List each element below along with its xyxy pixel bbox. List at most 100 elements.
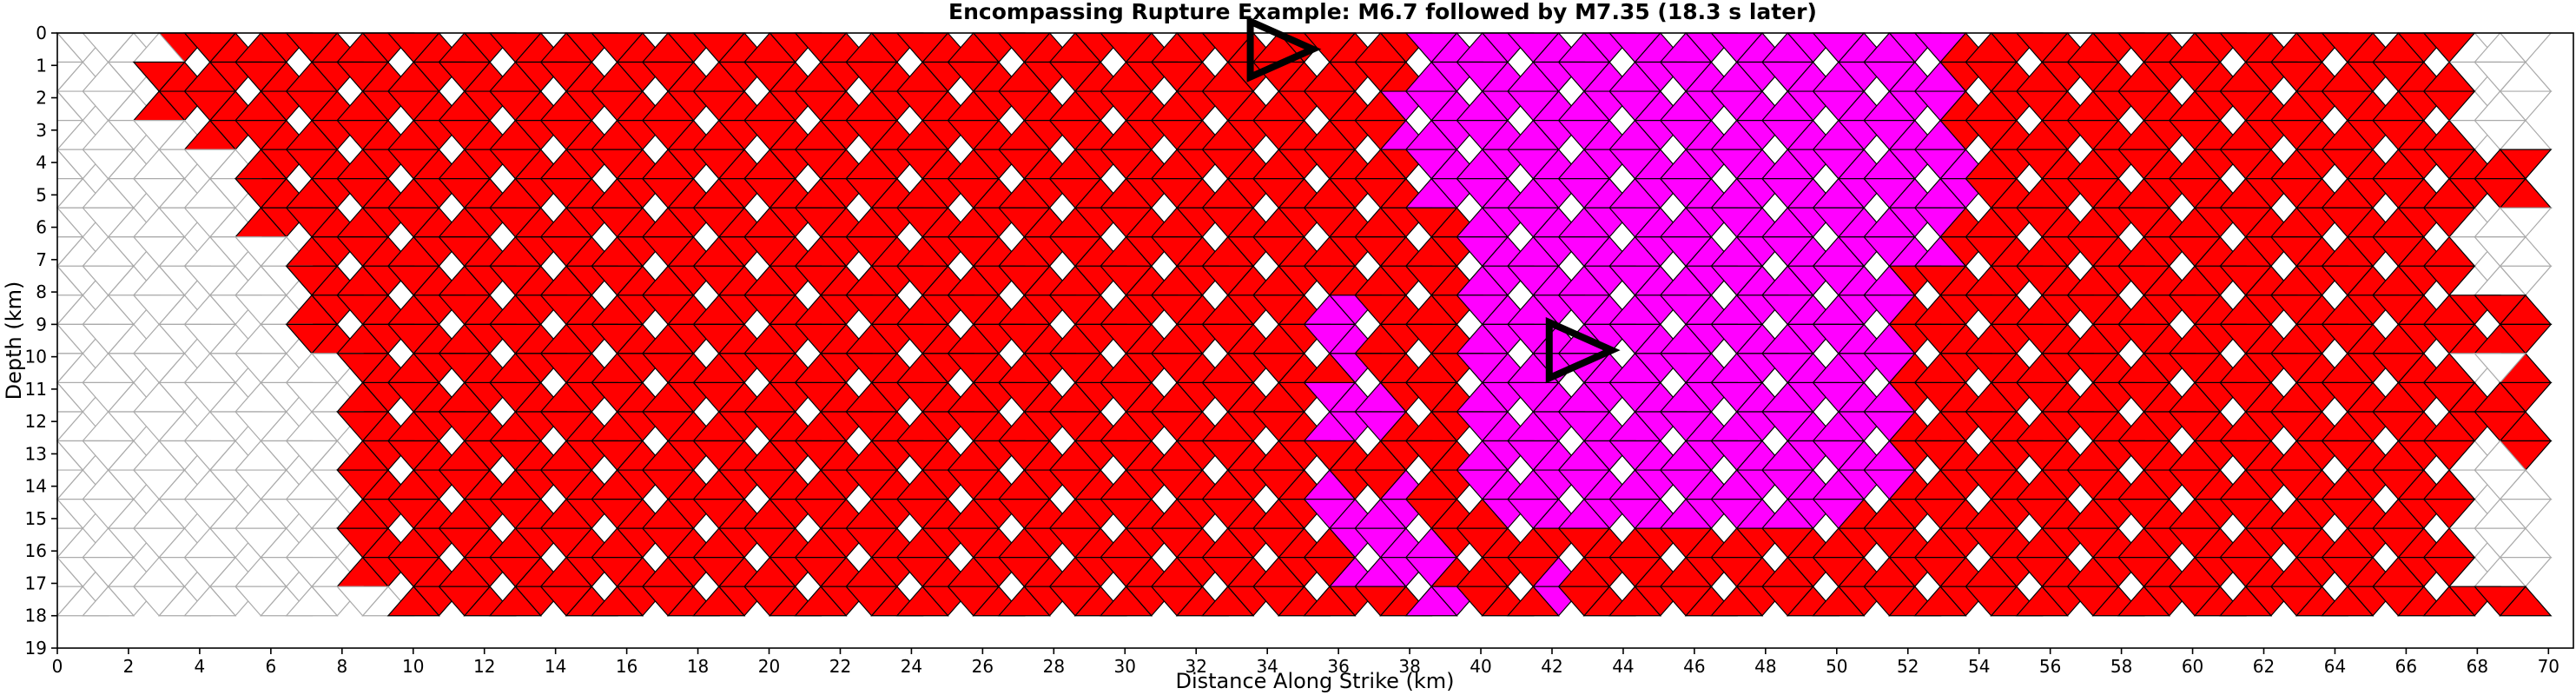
x-tick-label: 12 (473, 656, 495, 677)
mesh-cell-m67 (947, 295, 1001, 326)
mesh-cell-m67 (2321, 90, 2375, 122)
mesh-cell-m67 (386, 498, 440, 530)
mesh-cell-m67 (1150, 178, 1204, 209)
mesh-cell-m735 (1506, 149, 1560, 180)
mesh-cell-m67 (2269, 61, 2323, 92)
x-tick-label: 66 (2395, 656, 2417, 677)
mesh-cell-m67 (794, 149, 848, 180)
mesh-cell-m67 (1048, 353, 1102, 384)
mesh-cell-m67 (1252, 527, 1305, 559)
mesh-cell-m67 (1913, 323, 1967, 354)
mesh-cell-m67 (1965, 295, 2018, 326)
mesh-cell-m67 (1099, 265, 1153, 296)
mesh-cell-m67 (2015, 265, 2069, 296)
mesh-cell-m67 (1353, 236, 1408, 268)
mesh-cell-m67 (2371, 527, 2426, 559)
mesh-cell-m67 (2168, 120, 2222, 151)
mesh-cell-m67 (1099, 381, 1153, 413)
mesh-cell-m67 (2371, 469, 2426, 500)
mesh-cell-unruptured (81, 207, 135, 238)
mesh-cell-m67 (234, 120, 288, 151)
mesh-cell-m735 (1608, 207, 1662, 238)
y-tick-label: 3 (36, 120, 47, 141)
mesh-cell-m67 (692, 265, 746, 296)
mesh-cell-m735 (1557, 178, 1611, 209)
x-tick-label: 54 (1968, 656, 1990, 677)
mesh-cell-m67 (1303, 440, 1357, 471)
mesh-cell-m735 (1812, 323, 1866, 354)
mesh-cell-m67 (285, 265, 339, 296)
y-tick-label: 12 (25, 411, 47, 432)
mesh-cell-m67 (947, 353, 1001, 384)
mesh-cell-m67 (2473, 295, 2527, 326)
mesh-cell-m67 (2321, 498, 2375, 530)
mesh-cell-m67 (947, 61, 1001, 92)
x-tick-label: 62 (2253, 656, 2275, 677)
mesh-cell-unruptured (81, 265, 135, 296)
mesh-cell-m67 (1201, 557, 1255, 588)
mesh-cell-m67 (895, 265, 949, 296)
x-tick-label: 42 (1541, 656, 1562, 677)
mesh-cell-m67 (386, 323, 440, 354)
mesh-cell-m67 (2066, 61, 2120, 92)
mesh-cell-m67 (997, 207, 1051, 238)
mesh-cell-m67 (2422, 440, 2476, 471)
mesh-cell-m67 (1456, 527, 1509, 559)
mesh-cell-m67 (2015, 90, 2069, 122)
mesh-cell-m67 (743, 527, 796, 559)
mesh-cell-unruptured (234, 353, 288, 384)
mesh-cell-m67 (1150, 120, 1204, 151)
mesh-cell-m67 (539, 353, 593, 384)
mesh-cell-m67 (539, 236, 593, 268)
y-tick-label: 13 (25, 443, 47, 464)
mesh-cell-m67 (285, 90, 339, 122)
mesh-cell-m67 (1659, 586, 1713, 617)
mesh-cell-m67 (947, 120, 1001, 151)
mesh-cell-m735 (1659, 178, 1713, 209)
mesh-cell-m67 (488, 498, 542, 530)
mesh-cell-m67 (438, 295, 492, 326)
mesh-cell-m735 (1862, 120, 1917, 151)
mesh-cell-m67 (539, 61, 593, 92)
mesh-cell-m67 (1965, 61, 2018, 92)
mesh-cell-m67 (692, 440, 746, 471)
mesh-cell-m67 (2066, 527, 2120, 559)
mesh-cell-m67 (2117, 586, 2171, 617)
mesh-cell-m67 (1303, 149, 1357, 180)
mesh-cell-m735 (1710, 440, 1764, 471)
mesh-cell-unruptured (132, 411, 186, 442)
mesh-cell-m67 (2015, 557, 2069, 588)
mesh-cell-m67 (692, 323, 746, 354)
mesh-cell-m67 (590, 498, 644, 530)
mesh-cell-m67 (1965, 236, 2018, 268)
mesh-cell-m735 (1710, 381, 1764, 413)
mesh-cell-m67 (743, 178, 796, 209)
mesh-cell-unruptured (132, 295, 186, 326)
mesh-cell-m67 (997, 323, 1051, 354)
mesh-cell-m67 (488, 323, 542, 354)
mesh-cell-m67 (947, 236, 1001, 268)
mesh-cell-unruptured (132, 120, 186, 151)
mesh-cell-m67 (2218, 498, 2273, 530)
mesh-cell-m67 (692, 557, 746, 588)
x-tick-label: 32 (1186, 656, 1207, 677)
hypocenter-marker (1246, 16, 1322, 83)
mesh-cell-m67 (2321, 323, 2375, 354)
mesh-cell-m67 (1201, 381, 1255, 413)
mesh-cell-m67 (2321, 440, 2375, 471)
mesh-cell-m67 (2321, 265, 2375, 296)
mesh-cell-m67 (1048, 120, 1102, 151)
mesh-cell-m67 (844, 178, 899, 209)
mesh-cell-m67 (997, 265, 1051, 296)
mesh-cell-m67 (1404, 381, 1458, 413)
mesh-cell-m67 (1353, 120, 1408, 151)
mesh-cell-m67 (2168, 236, 2222, 268)
mesh-cell-m67 (844, 353, 899, 384)
mesh-cell-m67 (2117, 149, 2171, 180)
mesh-cell-m735 (1812, 265, 1866, 296)
mesh-cell-m67 (844, 236, 899, 268)
mesh-cell-m67 (1048, 178, 1102, 209)
x-tick-label: 4 (195, 656, 206, 677)
mesh-cell-m67 (488, 381, 542, 413)
mesh-cell-m67 (1048, 295, 1102, 326)
